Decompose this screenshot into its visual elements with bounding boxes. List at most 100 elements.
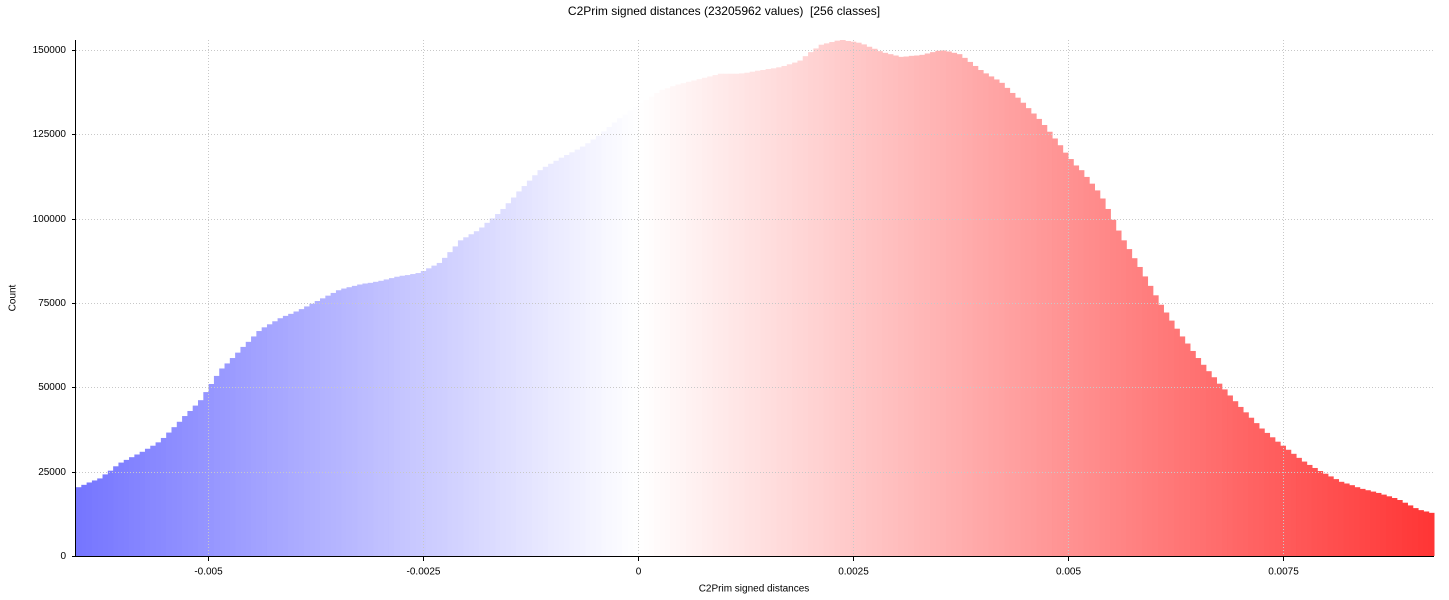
bar <box>919 54 926 557</box>
bar <box>532 175 539 557</box>
bar <box>335 290 342 556</box>
bar <box>388 278 395 556</box>
bar <box>431 265 438 556</box>
bar <box>664 88 671 556</box>
bar <box>956 54 963 557</box>
bar <box>1407 505 1414 556</box>
bar <box>961 57 968 556</box>
bar <box>1036 118 1042 556</box>
bar <box>776 67 783 556</box>
bar <box>914 55 920 556</box>
bar <box>585 143 592 556</box>
x-tick-label: -0.005 <box>194 567 223 578</box>
bar <box>1041 124 1048 557</box>
bar <box>579 146 586 556</box>
bar <box>1057 145 1064 557</box>
bar <box>139 451 146 556</box>
bar <box>468 234 475 556</box>
bar <box>1375 492 1382 556</box>
bar <box>1280 445 1286 556</box>
bar <box>134 454 141 556</box>
bar <box>1253 423 1260 556</box>
bar <box>739 73 745 556</box>
bar <box>1142 276 1149 556</box>
bar <box>1046 131 1053 556</box>
bar <box>988 76 995 557</box>
bar <box>755 70 761 557</box>
bar <box>1073 165 1080 557</box>
bar <box>91 480 98 556</box>
bar <box>908 55 915 556</box>
bar <box>171 427 178 556</box>
x-tick-label: 0.005 <box>1056 567 1081 578</box>
bar <box>1147 285 1154 556</box>
bar <box>160 437 167 556</box>
bar <box>945 51 952 556</box>
bar <box>728 73 735 556</box>
bar <box>792 62 798 557</box>
bar <box>256 331 263 556</box>
y-tick-label: 25000 <box>38 467 66 478</box>
bar <box>182 416 188 556</box>
bar <box>611 122 618 557</box>
bar <box>298 309 305 556</box>
bar <box>951 52 958 557</box>
bar <box>113 466 119 556</box>
bar <box>1349 485 1355 556</box>
bar <box>712 75 719 556</box>
bar <box>251 336 257 556</box>
bar <box>1365 490 1371 556</box>
bar <box>463 237 470 556</box>
bar <box>1338 481 1345 556</box>
bar <box>696 79 703 556</box>
bar <box>1174 328 1180 556</box>
bar <box>102 474 109 556</box>
bar <box>1216 383 1223 556</box>
bar <box>903 56 910 557</box>
bar <box>648 96 655 557</box>
bar <box>1301 461 1308 556</box>
bar <box>457 240 464 556</box>
bar <box>1110 219 1117 556</box>
bar <box>1221 389 1228 556</box>
bar <box>983 73 989 556</box>
bar <box>808 52 814 557</box>
x-tick-label: 0 <box>636 567 642 578</box>
bar <box>357 284 363 556</box>
bar <box>229 358 236 556</box>
bar <box>1269 437 1276 556</box>
bar <box>383 279 390 556</box>
bar <box>749 71 756 556</box>
bar <box>192 405 199 556</box>
bar <box>97 478 104 556</box>
bar <box>1158 304 1164 556</box>
bar <box>1004 87 1011 556</box>
bar <box>1285 449 1292 556</box>
bar <box>717 73 724 556</box>
bar <box>654 92 661 556</box>
bar <box>999 82 1005 557</box>
bar <box>1418 510 1424 556</box>
bar <box>505 203 512 556</box>
bar <box>564 155 570 557</box>
bar <box>797 60 804 557</box>
bar <box>86 482 93 556</box>
bar <box>1391 497 1398 556</box>
bar <box>813 48 820 557</box>
bar <box>606 127 613 556</box>
bar <box>1184 343 1191 556</box>
bar <box>1094 190 1101 556</box>
bar <box>346 287 353 556</box>
bar <box>1083 176 1090 557</box>
bar <box>473 231 480 557</box>
bar <box>415 273 422 556</box>
bar <box>1152 295 1159 556</box>
bar <box>924 53 931 556</box>
bar <box>802 56 809 557</box>
bar <box>293 311 300 556</box>
bar <box>569 152 576 556</box>
bar <box>1380 494 1387 556</box>
x-axis-label: C2Prim signed distances <box>699 584 810 595</box>
bar <box>479 227 485 556</box>
